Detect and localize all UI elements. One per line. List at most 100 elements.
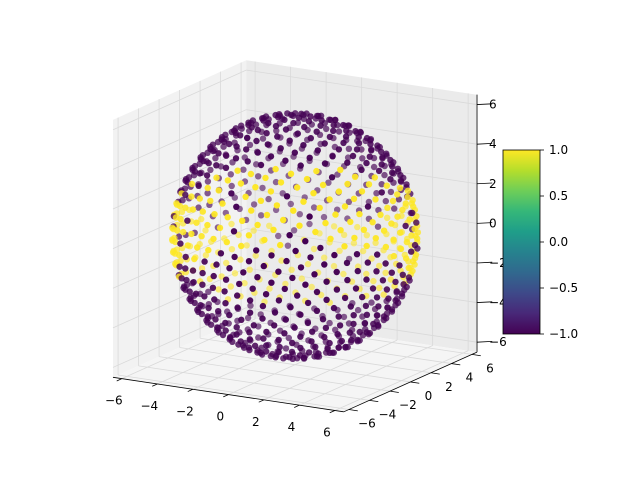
scatter-point: [392, 278, 399, 286]
scatter-point: [215, 308, 222, 315]
grid-line: [334, 350, 469, 411]
scatter-point: [305, 349, 313, 356]
scatter-point: [341, 294, 349, 302]
scatter-point: [262, 174, 269, 182]
scatter-point: [215, 286, 222, 293]
scatter-point: [342, 133, 350, 140]
scatter-point: [359, 155, 366, 162]
scatter-point: [355, 133, 362, 141]
z-tick-label: 2: [489, 177, 497, 191]
scatter-point: [333, 286, 341, 293]
scatter-point: [194, 244, 201, 251]
scatter-point: [275, 268, 282, 275]
scatter-point: [268, 252, 275, 259]
scatter-point: [368, 147, 375, 154]
scatter-point: [211, 211, 218, 218]
scatter-point: [350, 240, 358, 247]
scatter-point: [394, 165, 402, 172]
scatter-point: [275, 348, 282, 356]
scatter-point: [409, 258, 417, 265]
scatter-point: [272, 165, 279, 173]
scatter-point: [184, 217, 191, 224]
scatter-point: [186, 288, 193, 295]
scatter-point: [282, 157, 289, 164]
scatter-point: [240, 344, 248, 351]
scatter-point: [228, 220, 235, 228]
scatter-point: [357, 128, 364, 136]
scatter-point: [297, 333, 304, 340]
scatter-point: [340, 313, 348, 321]
scatter-point: [254, 126, 262, 134]
scatter-point: [296, 222, 303, 229]
x-tick: [152, 383, 158, 387]
scatter-point: [245, 344, 253, 351]
scatter-point: [223, 238, 230, 246]
grid-line: [112, 109, 247, 170]
scatter-point: [259, 184, 266, 192]
scatter-point: [383, 182, 390, 189]
scatter-point: [322, 219, 329, 227]
scatter-point: [313, 167, 320, 175]
scatter-point: [335, 128, 343, 135]
scatter-point: [382, 269, 389, 276]
scatter-point: [363, 232, 370, 239]
y-tick: [369, 399, 379, 403]
scatter-point: [227, 283, 234, 290]
scatter-point: [287, 170, 295, 177]
scatter-point: [362, 302, 370, 310]
z-tick-label: −6: [489, 335, 507, 349]
scatter-point: [394, 213, 401, 220]
scatter-point: [188, 180, 196, 188]
scatter-point: [304, 299, 312, 307]
colorbar-tick-label: −0.5: [549, 281, 578, 295]
scatter-point: [356, 210, 363, 218]
scatter-point: [232, 155, 240, 162]
scatter-point: [334, 331, 341, 338]
scatter-point: [327, 116, 334, 124]
scatter-point: [344, 180, 351, 188]
scatter-point: [198, 233, 205, 240]
scatter-point: [281, 116, 288, 124]
scatter-point: [323, 125, 330, 133]
scatter-point: [373, 190, 380, 197]
scatter-point: [381, 171, 388, 179]
scatter-point: [345, 198, 353, 205]
scatter-point: [242, 193, 249, 200]
scatter-point: [215, 187, 222, 194]
scatter-point: [378, 181, 385, 188]
scatter-point: [191, 168, 199, 175]
scatter-point: [240, 166, 247, 173]
scatter-point: [205, 159, 212, 167]
scatter-point: [253, 161, 260, 168]
scatter-point: [312, 228, 319, 236]
y-tick-label: 6: [486, 361, 494, 375]
scatter-point: [180, 228, 187, 236]
scatter-point: [345, 145, 353, 152]
scatter-point: [176, 263, 183, 270]
x-tick: [116, 378, 123, 382]
scatter-point: [235, 231, 242, 239]
scatter-point: [308, 283, 315, 291]
scatter-point: [246, 309, 254, 316]
scatter-point: [259, 315, 266, 322]
colorbar-rect: [502, 149, 541, 335]
scatter-point: [336, 247, 343, 254]
scatter-point: [332, 211, 339, 218]
scatter-point: [408, 232, 415, 239]
scatter-point: [281, 285, 288, 293]
scatter-point: [204, 178, 212, 185]
scatter-point: [297, 344, 304, 352]
scatter-point: [204, 190, 211, 197]
scatter-point: [326, 133, 334, 141]
scatter-point: [345, 122, 352, 129]
scatter-point: [395, 196, 403, 203]
scatter-point: [278, 257, 285, 264]
scatter-point: [344, 276, 351, 284]
scatter-point: [205, 304, 212, 312]
scatter-point: [388, 220, 395, 227]
scatter-point: [215, 150, 222, 157]
scatter-point: [367, 141, 374, 148]
scatter-point: [228, 246, 236, 253]
scatter-point: [275, 297, 283, 304]
